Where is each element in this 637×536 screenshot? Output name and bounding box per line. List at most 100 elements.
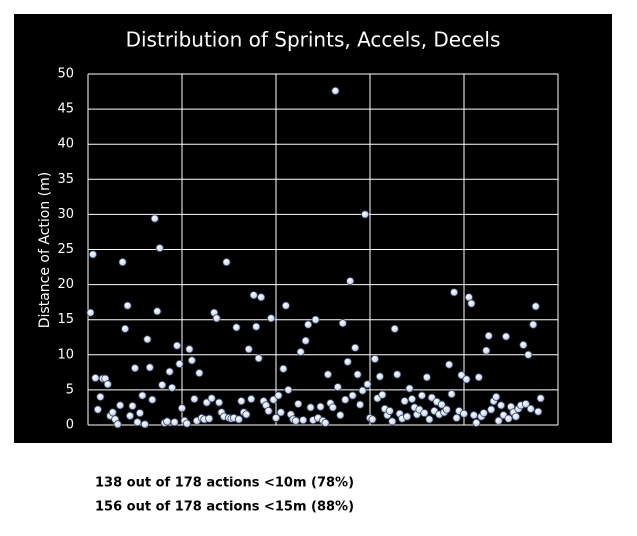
- data-point: [487, 405, 496, 414]
- y-tick-label: 5: [66, 382, 74, 397]
- data-point: [135, 409, 144, 418]
- y-tick-label: 45: [57, 102, 74, 117]
- data-point: [222, 258, 231, 267]
- data-point: [479, 409, 488, 418]
- data-point: [304, 320, 313, 329]
- data-point: [358, 386, 367, 395]
- data-point: [173, 341, 182, 350]
- data-point: [408, 395, 417, 404]
- data-point: [271, 413, 280, 422]
- data-point: [126, 411, 135, 420]
- y-tick-label: 40: [57, 137, 74, 152]
- data-point: [494, 416, 503, 425]
- data-point: [252, 322, 261, 331]
- data-point: [534, 407, 543, 416]
- annotation: 138 out of 178 actions <10m (78%): [95, 476, 354, 491]
- data-point: [378, 390, 387, 399]
- data-point: [185, 345, 194, 354]
- data-point: [177, 404, 186, 413]
- data-point: [311, 315, 320, 324]
- data-point: [116, 401, 125, 410]
- data-point: [130, 364, 139, 373]
- data-point: [403, 412, 412, 421]
- data-point: [170, 418, 179, 427]
- y-tick-label: 35: [57, 172, 74, 187]
- data-point: [390, 324, 399, 333]
- data-point: [511, 412, 520, 421]
- data-point: [343, 357, 352, 366]
- data-point: [145, 363, 154, 372]
- data-point: [375, 372, 384, 381]
- data-point: [158, 380, 167, 389]
- data-point: [267, 314, 276, 323]
- data-point: [294, 399, 303, 408]
- data-point: [284, 385, 293, 394]
- data-point: [93, 405, 102, 414]
- data-point: [328, 403, 337, 412]
- data-point: [274, 391, 283, 400]
- data-point: [113, 420, 122, 429]
- data-point: [348, 391, 357, 400]
- data-point: [385, 406, 394, 415]
- data-point: [103, 380, 112, 389]
- data-point: [299, 416, 308, 425]
- data-point: [242, 410, 251, 419]
- y-tick-label: 15: [57, 312, 74, 327]
- data-point: [237, 397, 246, 406]
- chart-title: Distribution of Sprints, Accels, Decels: [126, 28, 501, 52]
- data-point: [212, 314, 221, 323]
- data-point: [502, 332, 511, 341]
- data-point: [150, 214, 159, 223]
- data-point: [437, 400, 446, 409]
- data-point: [341, 395, 350, 404]
- data-point: [153, 307, 162, 316]
- data-point: [331, 86, 340, 95]
- data-point: [128, 402, 137, 411]
- data-point: [249, 291, 258, 300]
- data-point: [291, 416, 300, 425]
- data-point: [370, 355, 379, 364]
- data-point: [484, 331, 493, 340]
- data-point: [301, 336, 310, 345]
- data-point: [247, 395, 256, 404]
- data-point: [425, 415, 434, 424]
- data-point: [168, 383, 177, 392]
- data-point: [254, 354, 263, 363]
- data-point: [482, 346, 491, 355]
- data-point: [526, 404, 535, 413]
- data-point: [244, 345, 253, 354]
- data-point: [148, 395, 157, 404]
- y-tick-label: 20: [57, 277, 74, 292]
- y-tick-label: 50: [57, 67, 74, 82]
- data-point: [86, 308, 95, 317]
- data-point: [138, 391, 147, 400]
- annotation: 156 out of 178 actions <15m (88%): [95, 500, 354, 515]
- data-point: [175, 359, 184, 368]
- data-point: [400, 397, 409, 406]
- data-point: [264, 406, 273, 415]
- data-point: [108, 408, 117, 417]
- data-point: [388, 417, 397, 426]
- data-point: [316, 402, 325, 411]
- data-point: [447, 390, 456, 399]
- data-point: [187, 356, 196, 365]
- data-point: [121, 324, 130, 333]
- y-axis-label: Distance of Action (m): [37, 172, 53, 328]
- data-point: [351, 343, 360, 352]
- data-point: [504, 414, 513, 423]
- data-point: [521, 399, 530, 408]
- data-point: [207, 394, 216, 403]
- data-point: [333, 383, 342, 392]
- data-point: [276, 408, 285, 417]
- y-tick-label: 25: [57, 242, 74, 257]
- data-point: [405, 384, 414, 393]
- data-point: [306, 403, 315, 412]
- data-point: [524, 350, 533, 359]
- data-point: [133, 418, 142, 427]
- data-point: [467, 299, 476, 308]
- y-tick-label: 0: [66, 418, 74, 433]
- data-point: [281, 301, 290, 310]
- data-point: [469, 411, 478, 420]
- data-point: [497, 401, 506, 410]
